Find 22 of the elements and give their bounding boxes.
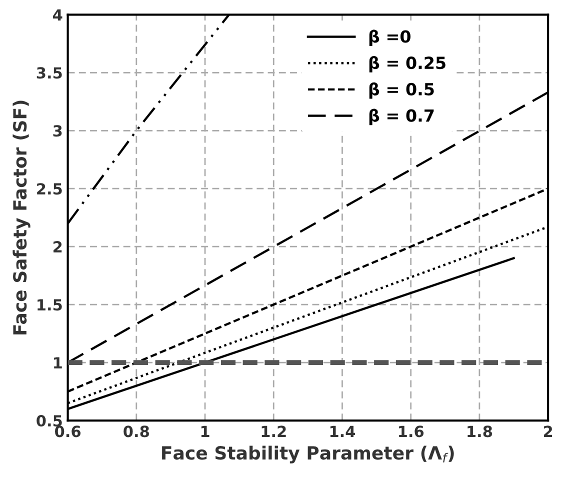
y-tick-label: 2 — [54, 241, 62, 252]
x-tick-label: 2 — [544, 426, 552, 438]
y-tick-label: 1.5 — [38, 299, 62, 311]
x-tick-label: 0.6 — [55, 426, 81, 438]
x-tick-label: 1.6 — [399, 426, 424, 438]
x-tick-label: 1.4 — [330, 426, 356, 438]
y-tick-label: 2.5 — [37, 183, 62, 195]
y-tick-label: 3 — [53, 125, 62, 137]
y-tick-label: 3.5 — [36, 67, 62, 79]
y-tick-label: 0.5 — [36, 415, 62, 427]
x-tick-label: 0.8 — [124, 426, 149, 438]
x-tick-label: 1.2 — [262, 426, 286, 438]
legend-label: β = 0.25 — [369, 56, 446, 72]
legend-label: β = 0.5 — [369, 82, 434, 99]
x-tick-label: 1 — [201, 426, 210, 438]
y-tick-label: 4 — [52, 9, 62, 20]
x-tick-label: 1.8 — [468, 426, 492, 438]
x-axis-title: Face Stability Parameter (Λ$_{f}$) — [162, 446, 454, 464]
legend-label: β =0 — [369, 30, 410, 46]
y-axis-title: Face Safety Factor (SF) — [12, 100, 30, 334]
legend-label: β = 0.7 — [369, 108, 434, 126]
y-tick-label: 1 — [54, 357, 62, 368]
